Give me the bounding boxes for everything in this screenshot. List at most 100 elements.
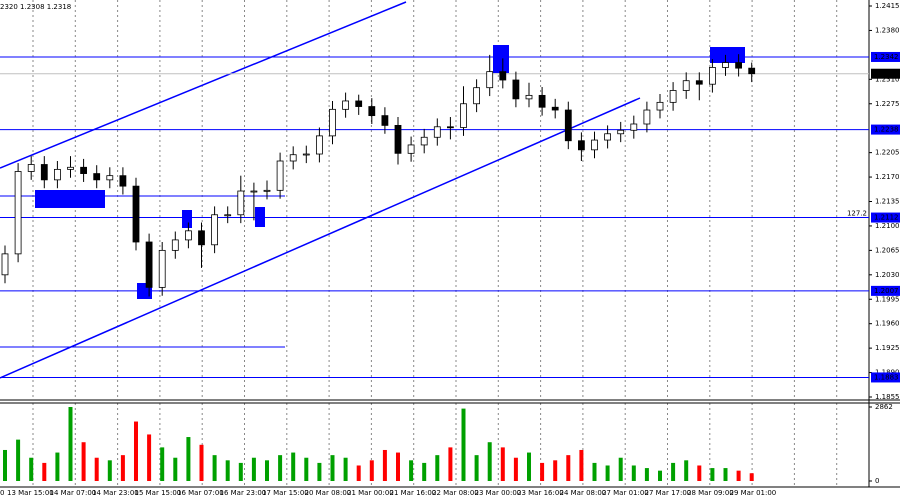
candle-body: [329, 108, 336, 137]
volume-bar: [369, 460, 374, 481]
y-tick-label: 1.2030: [875, 271, 900, 279]
volume-bar: [736, 470, 741, 481]
candle-body: [407, 144, 415, 154]
candle-body: [591, 139, 598, 151]
level-label-box: [871, 372, 900, 383]
candle-body: [682, 80, 690, 91]
candle-body: [54, 168, 61, 181]
x-tick-label: 21 Mar 16:00: [390, 489, 437, 497]
volume-bar: [186, 437, 191, 481]
x-tick-label: 13 Mar 15:00: [7, 489, 54, 497]
x-tick-label: 15 Mar 15:00: [135, 489, 182, 497]
volume-bar: [723, 468, 728, 481]
candle-body: [14, 171, 22, 255]
candle-body: [302, 153, 310, 156]
x-tick-label: 29 Mar 01:00: [730, 489, 777, 497]
candle-body: [460, 103, 467, 128]
candle-body: [224, 214, 232, 217]
last-price-label: 1.2318: [874, 70, 899, 78]
volume-bar: [605, 465, 610, 481]
candle-body: [27, 164, 35, 172]
volume-bar: [317, 462, 322, 481]
level-label-box: [871, 124, 900, 135]
x-tick-label: 16 Mar 07:00: [177, 489, 224, 497]
volume-bar: [42, 462, 47, 481]
candle-body: [499, 71, 507, 81]
x-tick-label: 17 Mar 15:00: [262, 489, 309, 497]
y-tick-label: 1.2100: [875, 222, 900, 230]
volume-bar: [330, 455, 335, 481]
y-tick-label: 1.1855: [875, 393, 900, 401]
channel-line: [0, 97, 641, 379]
candle-body: [512, 79, 520, 100]
x-tick-label: 27 Mar 17:00: [645, 489, 692, 497]
volume-bar: [81, 442, 86, 481]
volume-bar: [697, 465, 702, 481]
volume-bar: [461, 408, 466, 481]
fibo-label: 127.2: [847, 210, 867, 218]
grid: [32, 0, 838, 487]
volume-bar: [304, 457, 309, 481]
candle-body: [67, 166, 74, 170]
candle-body: [578, 140, 585, 151]
x-tick-label: 22 Mar 08:00: [432, 489, 479, 497]
x-tick-label: 14 Mar 07:00: [50, 489, 97, 497]
volume-bar: [134, 421, 138, 481]
level-label: 1.2112: [874, 214, 899, 222]
x-tick-label: 24 Mar 08:00: [560, 489, 607, 497]
ohlc-header: 2320 1.2308 1.2318: [0, 3, 71, 11]
x-tick-label: 27 Mar 01:00: [602, 489, 649, 497]
candle-body: [132, 185, 140, 243]
candle-body: [630, 123, 638, 131]
volume-bar: [291, 452, 296, 481]
volume-bar: [55, 452, 60, 481]
x-tick-label: 20 Mar 08:00: [305, 489, 352, 497]
candle-body: [604, 133, 611, 141]
level-label: 1.1883: [874, 373, 899, 381]
x-tick-label: 16 Mar 23:00: [220, 489, 267, 497]
level-label-box: [871, 51, 900, 62]
volume-bar: [16, 439, 21, 481]
candle-body: [184, 230, 192, 241]
volume-bar: [500, 447, 505, 481]
volume-bar: [199, 444, 204, 481]
level-label-box: [871, 212, 900, 223]
candle-body: [643, 109, 651, 125]
x-tick-label: 21 Mar 00:00: [347, 489, 394, 497]
candle-body: [80, 166, 87, 174]
y-tick-label: 1.1960: [875, 320, 900, 328]
candle-body: [158, 249, 166, 288]
volume-bar: [474, 455, 479, 481]
candle-body: [276, 160, 284, 191]
channel-line: [0, 1, 407, 169]
volume-bar: [527, 452, 531, 481]
candle-body: [446, 126, 454, 129]
candle-body: [525, 94, 533, 100]
candle-body: [551, 106, 559, 111]
volume-bar: [631, 465, 636, 481]
x-tick-label: 14 Mar 23:00: [92, 489, 139, 497]
candle-body: [538, 94, 546, 108]
candle-body: [656, 101, 664, 111]
volume-bar: [422, 462, 427, 481]
volume-bar: [710, 468, 715, 481]
volume-bar: [120, 455, 125, 481]
y-tick-label: 0: [875, 477, 879, 485]
volume-bar: [671, 462, 676, 481]
volume-bar: [540, 462, 545, 481]
y-tick-label: 1.2205: [875, 149, 900, 157]
candle-body: [695, 80, 703, 85]
level-label: 1.2007: [874, 287, 899, 295]
volume-bar: [225, 460, 230, 481]
volume-bar: [107, 460, 112, 481]
zone-box: [710, 47, 745, 63]
volume-bar: [382, 449, 387, 481]
volume-bar: [278, 455, 283, 481]
volume-bar: [68, 407, 73, 481]
x-tick-label: 23 Mar 00:00: [475, 489, 522, 497]
candle-body: [486, 71, 494, 89]
candle-body: [93, 173, 101, 181]
volume-bar: [29, 457, 34, 481]
volume-bar: [3, 449, 7, 481]
